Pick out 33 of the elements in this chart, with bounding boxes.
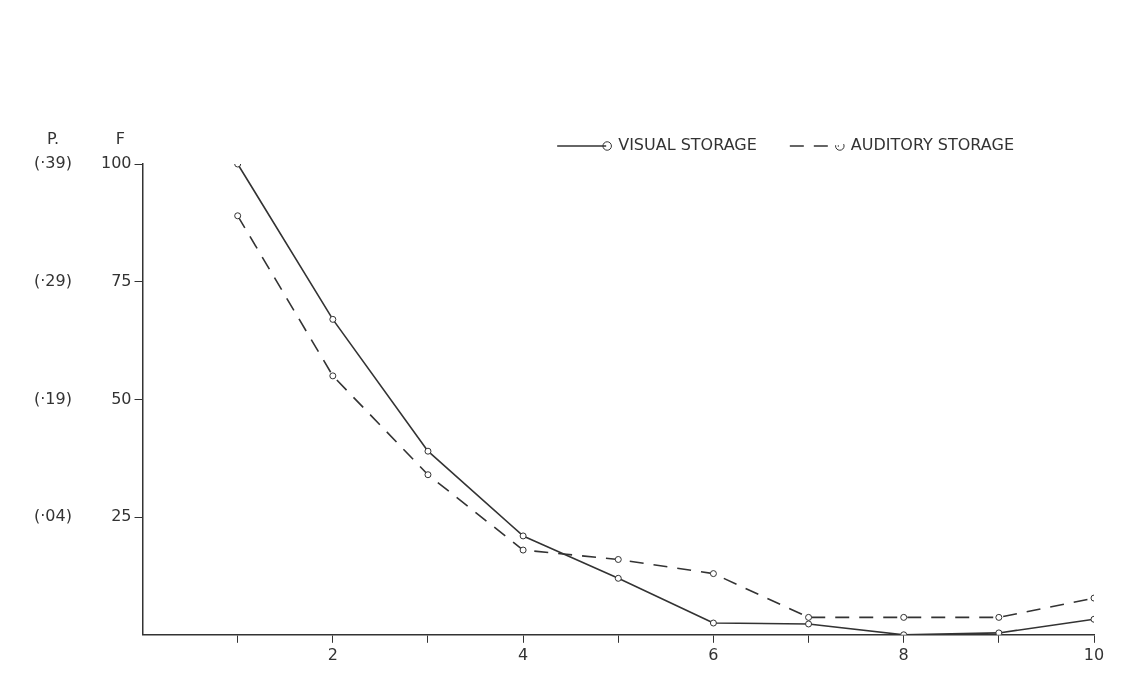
- y-tick-label: 25: [111, 506, 132, 526]
- point: [424, 447, 432, 455]
- x-tick-label: 2: [327, 644, 338, 664]
- y-axis-title: F: [115, 129, 125, 149]
- x-tick-label: 4: [518, 644, 529, 664]
- legend-label: AUDITORY STORAGE: [850, 135, 1015, 155]
- text: P.: [46, 129, 60, 149]
- x-tick-label: 6: [708, 644, 719, 664]
- x-tick-label: 8: [898, 644, 909, 664]
- y-tick-label: 100: [100, 153, 132, 173]
- point: [900, 613, 908, 621]
- legend-label: VISUAL STORAGE: [618, 135, 757, 155]
- text: (·29): [34, 270, 72, 290]
- point: [329, 315, 337, 323]
- point: [805, 620, 813, 628]
- text: (·19): [34, 388, 72, 408]
- point: [519, 532, 527, 540]
- point: [424, 471, 432, 479]
- point: [614, 574, 622, 582]
- point: [709, 570, 717, 578]
- point: [614, 555, 622, 563]
- point: [805, 613, 813, 621]
- y-tick-label: 50: [111, 388, 132, 408]
- x-tick-label: 10: [1083, 644, 1105, 664]
- y-tick-label: 75: [111, 270, 132, 290]
- point: [709, 619, 717, 627]
- text: (·04): [34, 506, 72, 526]
- point: [995, 613, 1003, 621]
- point: [234, 212, 242, 220]
- point: [995, 629, 1003, 635]
- point: [519, 546, 527, 554]
- text: (·39): [34, 153, 72, 173]
- point: [329, 372, 337, 380]
